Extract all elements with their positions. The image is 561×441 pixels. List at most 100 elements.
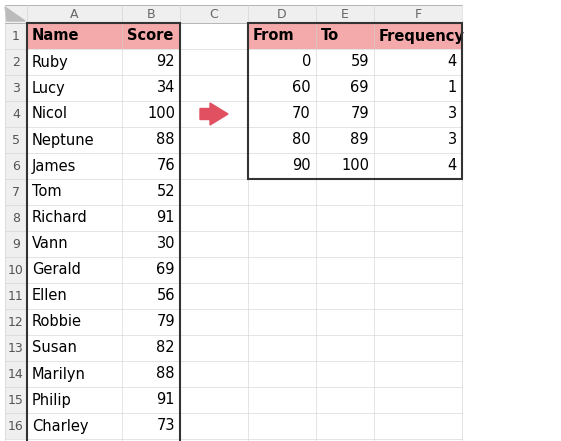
Bar [122,205,180,231]
Bar [248,309,316,335]
Bar [5,335,27,361]
Text: 8: 8 [12,212,20,224]
Bar [180,179,248,205]
Bar [248,101,316,127]
Text: 100: 100 [147,106,175,122]
Bar [27,179,122,205]
Bar [122,153,180,179]
Bar [122,309,180,335]
Bar [248,283,316,309]
Text: 92: 92 [157,55,175,70]
Bar [248,335,316,361]
Text: 91: 91 [157,210,175,225]
Text: 60: 60 [292,81,311,96]
Bar [180,231,248,257]
Bar [248,75,316,101]
Bar [180,5,248,23]
Bar [27,335,122,361]
Bar [180,335,248,361]
Bar [122,179,180,205]
Text: Marilyn: Marilyn [32,366,86,381]
Bar [374,387,462,413]
Bar [27,153,122,179]
Text: 16: 16 [8,419,24,433]
Text: 88: 88 [157,366,175,381]
Bar [180,309,248,335]
Bar [5,49,27,75]
Text: 4: 4 [12,108,20,120]
Bar [316,413,374,439]
Bar [374,101,462,127]
Text: 76: 76 [157,158,175,173]
Text: Frequency: Frequency [379,29,465,44]
Bar [248,23,316,49]
Text: Score: Score [127,29,173,44]
Text: 2: 2 [12,56,20,68]
Bar [180,127,248,153]
Text: Gerald: Gerald [32,262,81,277]
Text: Philip: Philip [32,392,72,407]
Bar [248,5,316,23]
Bar [122,49,180,75]
Bar [5,413,27,439]
Text: To: To [321,29,339,44]
Bar [27,101,122,127]
Text: 5: 5 [12,134,20,146]
Text: 56: 56 [157,288,175,303]
Text: 69: 69 [351,81,369,96]
Bar [248,361,316,387]
Bar [374,23,462,49]
Bar [180,387,248,413]
Bar [5,257,27,283]
Bar [180,49,248,75]
Text: Lucy: Lucy [32,81,66,96]
Bar [122,257,180,283]
Bar [27,231,122,257]
Bar [5,179,27,205]
Bar [316,23,374,49]
Bar [248,413,316,439]
Bar [248,387,316,413]
Bar [316,361,374,387]
Bar [27,23,180,441]
Bar [248,49,316,75]
Text: 4: 4 [448,158,457,173]
Bar [5,309,27,335]
Bar [5,5,27,23]
Bar [248,127,316,153]
Bar [27,413,122,439]
Text: 1: 1 [448,81,457,96]
Bar [248,231,316,257]
Text: D: D [277,7,287,20]
Bar [316,257,374,283]
Text: Ruby: Ruby [32,55,69,70]
Bar [374,361,462,387]
Polygon shape [5,7,25,21]
Text: 3: 3 [448,132,457,147]
Bar [27,283,122,309]
Bar [374,5,462,23]
Bar [316,153,374,179]
Bar [316,283,374,309]
Bar [5,101,27,127]
Bar [374,335,462,361]
Text: 15: 15 [8,393,24,407]
Bar [5,387,27,413]
Bar [180,75,248,101]
Bar [248,179,316,205]
Text: C: C [210,7,218,20]
Text: Charley: Charley [32,419,89,434]
Bar [316,75,374,101]
Text: 3: 3 [12,82,20,94]
Bar [248,23,462,179]
Text: 13: 13 [8,341,24,355]
Bar [374,257,462,283]
Bar [27,257,122,283]
Text: 69: 69 [157,262,175,277]
Text: 82: 82 [157,340,175,355]
Bar [374,205,462,231]
Bar [316,101,374,127]
Bar [122,75,180,101]
Text: 1: 1 [12,30,20,42]
Bar [27,309,122,335]
